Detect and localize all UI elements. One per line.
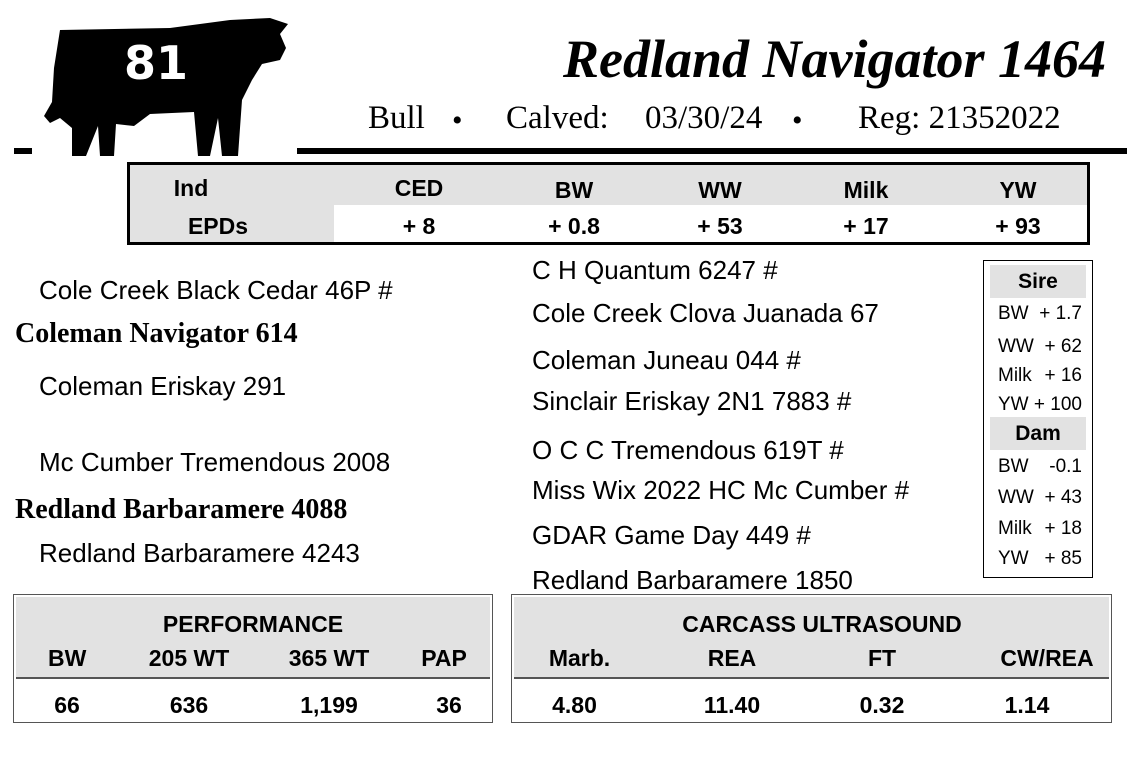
great-grandparent: C H Quantum 6247 #: [532, 255, 778, 285]
separator-dot: •: [792, 104, 803, 137]
performance-header: 365 WT: [288, 645, 370, 671]
dam-epd-label: WW: [998, 487, 1034, 508]
dam-epd-value: + 43: [1044, 487, 1082, 508]
epd-header-bw: BW: [554, 177, 594, 203]
carcass-header: REA: [707, 645, 757, 671]
calved-label: Calved:: [506, 100, 609, 136]
dam-epd-label: Milk: [998, 518, 1032, 539]
animal-name: Redland Navigator 1464: [562, 29, 1106, 89]
performance-value: 66: [54, 692, 80, 718]
performance-header: 205 WT: [148, 645, 230, 671]
epd-value-milk: + 17: [843, 213, 889, 239]
epd-row-label-epds: EPDs: [187, 213, 249, 239]
dam-sire: Mc Cumber Tremendous 2008: [39, 447, 391, 477]
sire-epd-label: WW: [998, 336, 1034, 357]
great-grandparent: Sinclair Eriskay 2N1 7883 #: [532, 386, 852, 416]
epd-value-ced: + 8: [402, 213, 436, 239]
performance-value: 1,199: [300, 692, 358, 718]
carcass-ultrasound-box: CARCASS ULTRASOUND Marb. 4.80 REA 11.40 …: [511, 594, 1112, 723]
great-grandparent: Miss Wix 2022 HC Mc Cumber #: [532, 475, 910, 505]
dam-epd-header: Dam: [990, 417, 1086, 450]
carcass-header: CW/REA: [1000, 645, 1094, 671]
sire-epd-label: YW: [998, 394, 1029, 415]
registration: Reg: 21352022: [858, 100, 1061, 136]
epd-header-ww: WW: [698, 177, 742, 203]
dam-dam: Redland Barbaramere 4243: [39, 538, 360, 568]
dam-epd-value: + 85: [1044, 548, 1082, 569]
great-grandparent: Coleman Juneau 044 #: [532, 345, 801, 375]
sire-epd-value: + 1.7: [1039, 303, 1082, 324]
sire-epd-value: + 16: [1044, 365, 1082, 386]
epd-row-label-ind: Ind: [173, 175, 209, 201]
sire: Coleman Navigator 614: [15, 318, 298, 349]
performance-header: PAP: [421, 645, 467, 671]
carcass-value: 0.32: [859, 692, 905, 718]
performance-box: PERFORMANCE BW 66 205 WT 636 365 WT 1,19…: [13, 594, 493, 723]
performance-title: PERFORMANCE: [162, 611, 344, 637]
great-grandparent: GDAR Game Day 449 #: [532, 520, 811, 550]
epd-value-ww: + 53: [697, 213, 743, 239]
carcass-header: FT: [867, 645, 897, 671]
sire-epd-label: BW: [998, 303, 1029, 324]
dam-epd-value: + 18: [1044, 518, 1082, 539]
epd-header-milk: Milk: [843, 177, 889, 203]
sire-epd-value: + 100: [1033, 394, 1082, 415]
bull-silhouette-icon: [44, 18, 288, 156]
performance-value: 36: [436, 692, 462, 718]
sire-epd-label: Milk: [998, 365, 1032, 386]
sex: Bull: [368, 100, 425, 136]
carcass-header: Marb.: [548, 645, 611, 671]
carcass-value: 4.80: [552, 692, 597, 718]
great-grandparent: Redland Barbaramere 1850: [532, 565, 853, 595]
header-rule-left: [14, 148, 32, 154]
dam-epd-label: YW: [998, 548, 1029, 569]
header-rule: [297, 148, 1127, 154]
sire-sire: Cole Creek Black Cedar 46P #: [39, 275, 393, 305]
carcass-value: 11.40: [703, 692, 761, 718]
sire-dam: Coleman Eriskay 291: [39, 371, 287, 401]
carcass-title: CARCASS ULTRASOUND: [682, 611, 962, 637]
performance-value: 636: [169, 692, 209, 718]
tag-number: 81: [124, 36, 189, 90]
dam: Redland Barbaramere 4088: [15, 494, 348, 525]
dam-epd-label: BW: [998, 456, 1029, 477]
parent-epd-box: Sire BW + 1.7 WW + 62 Milk + 16 YW + 100…: [983, 260, 1093, 578]
great-grandparent: O C C Tremendous 619T #: [532, 435, 844, 465]
calved-date: 03/30/24: [645, 100, 763, 136]
dam-epd-value: -0.1: [1049, 456, 1082, 477]
epd-table: Ind EPDs CED + 8 BW + 0.8 WW + 53 Milk +…: [127, 162, 1090, 245]
epd-value-bw: + 0.8: [548, 213, 600, 239]
epd-header-ced: CED: [394, 175, 444, 201]
epd-value-yw: + 93: [995, 213, 1041, 239]
great-grandparent: Cole Creek Clova Juanada 67: [532, 298, 879, 328]
separator-dot: •: [452, 104, 463, 137]
sire-epd-header: Sire: [990, 265, 1086, 298]
epd-header-yw: YW: [999, 177, 1037, 203]
performance-header: BW: [48, 645, 87, 671]
sire-epd-value: + 62: [1044, 336, 1082, 357]
carcass-value: 1.14: [1004, 692, 1050, 718]
